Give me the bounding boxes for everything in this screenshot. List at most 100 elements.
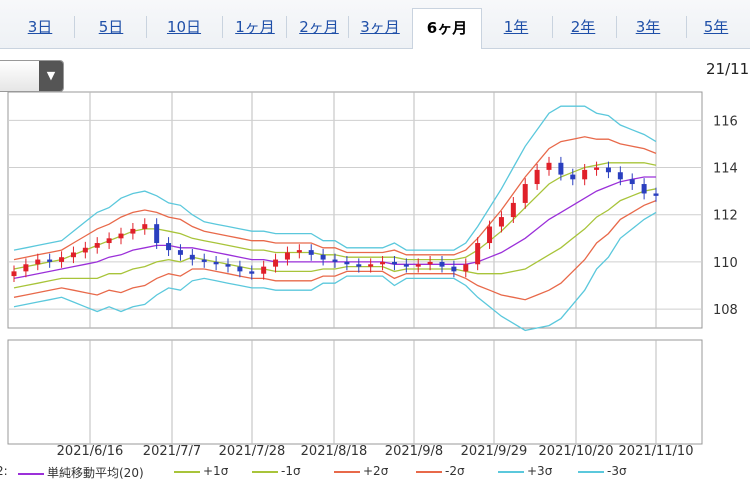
legend-label: -1σ bbox=[281, 464, 301, 478]
candle-body bbox=[380, 261, 386, 265]
legend-item: +1σ bbox=[174, 464, 228, 478]
chart-date-label: 21/11 bbox=[706, 60, 750, 78]
indicator-dropdown[interactable]: ▼ bbox=[0, 60, 64, 92]
legend-label: +1σ bbox=[203, 464, 229, 478]
tab-8[interactable]: 2年 bbox=[570, 18, 596, 36]
candle-body bbox=[582, 169, 588, 180]
candle-body bbox=[35, 259, 41, 265]
legend-prefix: 2: bbox=[0, 464, 8, 478]
tab-1[interactable]: 5日 bbox=[98, 18, 124, 36]
candle-body bbox=[118, 233, 124, 239]
x-tick-label: 2021/9/29 bbox=[461, 444, 528, 459]
candle-body bbox=[11, 271, 17, 277]
tab-separator bbox=[552, 16, 553, 38]
candle-body bbox=[189, 254, 195, 260]
candle-body bbox=[273, 259, 279, 267]
candle-body bbox=[570, 174, 576, 180]
candle-body bbox=[641, 184, 647, 194]
tab-0[interactable]: 3日 bbox=[27, 18, 53, 36]
candle-body bbox=[403, 264, 409, 267]
candle-body bbox=[629, 179, 635, 185]
candle-body bbox=[166, 243, 172, 251]
x-tick-label: 2021/11/10 bbox=[619, 444, 694, 459]
candle-body bbox=[534, 169, 540, 185]
band-line bbox=[13, 136, 657, 261]
x-tick-label: 2021/8/18 bbox=[301, 444, 368, 459]
x-tick-label: 2021/6/16 bbox=[57, 444, 124, 459]
period-tab-bar: 3日 5日 10日 1ヶ月 2ヶ月 3ヶ月 6ヶ月 1年 2年 3年 5年 bbox=[0, 0, 750, 49]
tab-5[interactable]: 3ヶ月 bbox=[360, 18, 400, 36]
tab-2[interactable]: 10日 bbox=[166, 18, 202, 36]
candle-body bbox=[427, 261, 433, 265]
candle-body bbox=[237, 266, 243, 272]
candle-body bbox=[594, 167, 600, 170]
candle-body bbox=[213, 261, 219, 265]
candle-body bbox=[249, 271, 255, 274]
candle-body bbox=[439, 261, 445, 267]
candle-body bbox=[261, 266, 267, 274]
candle-body bbox=[498, 217, 504, 227]
candle-body bbox=[510, 202, 516, 218]
tab-7[interactable]: 1年 bbox=[503, 18, 529, 36]
legend-label: 単純移動平均(20) bbox=[47, 466, 144, 480]
legend-swatch bbox=[498, 470, 524, 473]
tab-6[interactable]: 6ヶ月 bbox=[412, 8, 482, 49]
candle-body bbox=[463, 264, 469, 272]
y-tick-label: 116 bbox=[713, 114, 738, 129]
x-tick-label: 2021/9/8 bbox=[385, 444, 443, 459]
legend-label: +2σ bbox=[363, 464, 389, 478]
candle-body bbox=[320, 254, 326, 260]
tab-4[interactable]: 2ヶ月 bbox=[299, 18, 339, 36]
sub-panel-frame bbox=[7, 339, 703, 445]
candle-body bbox=[344, 261, 350, 265]
candle-body bbox=[605, 167, 611, 173]
candle-body bbox=[82, 247, 88, 253]
candle-body bbox=[653, 193, 659, 196]
legend-item: 単純移動平均(20) bbox=[18, 464, 144, 481]
candle-body bbox=[368, 264, 374, 267]
tab-10[interactable]: 5年 bbox=[703, 18, 729, 36]
y-tick-label: 112 bbox=[713, 209, 738, 224]
candle-body bbox=[308, 250, 314, 255]
legend-label: -2σ bbox=[445, 464, 465, 478]
price-panel-frame bbox=[7, 91, 703, 329]
legend-swatch bbox=[416, 470, 442, 473]
bollinger-chart: 2021/6/16 2021/7/7 2021/7/28 2021/8/18 2021/… bbox=[7, 91, 738, 459]
candle-body bbox=[558, 162, 564, 175]
legend-swatch bbox=[252, 470, 278, 473]
candle-body bbox=[59, 257, 65, 262]
tab-separator bbox=[616, 16, 617, 38]
x-tick-label: 2021/10/20 bbox=[539, 444, 614, 459]
chevron-down-icon[interactable]: ▼ bbox=[39, 61, 63, 91]
x-tick-label: 2021/7/28 bbox=[219, 444, 286, 459]
candle-body bbox=[177, 250, 183, 255]
legend-item: -1σ bbox=[252, 464, 301, 478]
legend-item: -3σ bbox=[578, 464, 627, 478]
legend-label: -3σ bbox=[607, 464, 627, 478]
candle-body bbox=[451, 266, 457, 272]
tab-separator bbox=[286, 16, 287, 38]
candle-body bbox=[296, 250, 302, 253]
candle-body bbox=[391, 261, 397, 265]
candle-body bbox=[106, 238, 112, 244]
legend-swatch bbox=[174, 470, 200, 473]
candle-body bbox=[130, 228, 136, 234]
y-tick-label: 110 bbox=[713, 256, 738, 271]
candle-body bbox=[142, 224, 148, 229]
candle-body bbox=[332, 259, 338, 262]
band-line bbox=[13, 211, 657, 332]
tab-9[interactable]: 3年 bbox=[635, 18, 661, 36]
band-line bbox=[13, 188, 657, 289]
legend-swatch bbox=[334, 470, 360, 473]
y-tick-label: 114 bbox=[713, 162, 738, 177]
candle-body bbox=[94, 243, 100, 248]
candle-body bbox=[23, 264, 29, 272]
tab-separator bbox=[686, 16, 687, 38]
candle-body bbox=[522, 184, 528, 203]
legend-swatch bbox=[18, 472, 44, 475]
legend-item: +3σ bbox=[498, 464, 552, 478]
y-tick-label: 108 bbox=[713, 303, 738, 318]
tab-separator bbox=[146, 16, 147, 38]
candle-body bbox=[47, 259, 53, 262]
tab-3[interactable]: 1ヶ月 bbox=[235, 18, 275, 36]
